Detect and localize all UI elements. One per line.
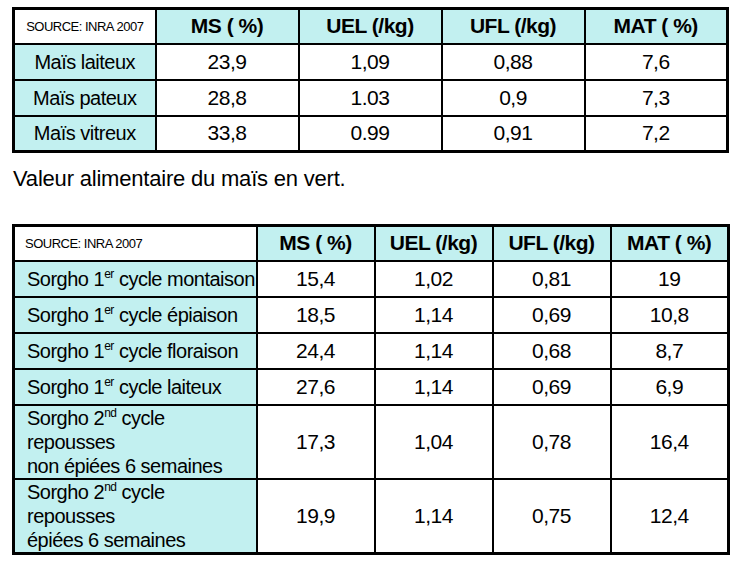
value-cell: 6,9 [611, 369, 729, 405]
value-cell: 0,69 [493, 369, 611, 405]
row-label: Sorgho 2nd cycle repoussesnon épiées 6 s… [14, 405, 257, 479]
value-cell: 17,3 [257, 405, 375, 479]
row-label-text: cycle laiteux [114, 376, 222, 398]
table-row: Sorgho 1er cycle laiteux 27,6 1,14 0,69 … [14, 369, 729, 405]
table-row: Maïs vitreux 33,8 0.99 0,91 7,2 [14, 116, 728, 152]
value-cell: 7,2 [585, 116, 728, 152]
ordinal-superscript: er [104, 375, 114, 389]
table-row: Sorgho 1er cycle épiaison 18,5 1,14 0,69… [14, 297, 729, 333]
value-cell: 19,9 [257, 479, 375, 554]
row-label-text: Sorgho 1 [27, 376, 104, 398]
value-cell: 18,5 [257, 297, 375, 333]
column-header-ms: MS ( %) [257, 226, 375, 261]
value-cell: 0,78 [493, 405, 611, 479]
sorgho-table: SOURCE: INRA 2007 MS ( %) UEL (/kg) UFL … [12, 224, 730, 555]
value-cell: 1,09 [299, 44, 442, 80]
row-label: Maïs vitreux [14, 116, 156, 152]
row-label-text: Sorgho 1 [27, 340, 104, 362]
column-header-uel: UEL (/kg) [299, 9, 442, 44]
value-cell: 0.99 [299, 116, 442, 152]
value-cell: 12,4 [611, 479, 729, 554]
ordinal-superscript: er [104, 339, 114, 353]
row-label-text: cycle floraison [114, 340, 238, 362]
row-label-text: Maïs vitreux [34, 122, 136, 144]
value-cell: 8,7 [611, 333, 729, 369]
source-cell: SOURCE: INRA 2007 [14, 226, 257, 261]
table-row: Maïs laiteux 23,9 1,09 0,88 7,6 [14, 44, 728, 80]
ordinal-superscript: nd [104, 406, 116, 420]
value-cell: 1,14 [375, 369, 493, 405]
row-label-line2: non épiées 6 semaines [27, 454, 256, 478]
value-cell: 0,88 [442, 44, 585, 80]
table-row: Maïs pateux 28,8 1.03 0,9 7,3 [14, 80, 728, 116]
column-header-ms: MS ( %) [156, 9, 299, 44]
row-label: Sorgho 1er cycle laiteux [14, 369, 257, 405]
value-cell: 1,14 [375, 297, 493, 333]
row-label: Maïs pateux [14, 80, 156, 116]
value-cell: 1.03 [299, 80, 442, 116]
row-label: Sorgho 2nd cycle repoussesépiées 6 semai… [14, 479, 257, 554]
value-cell: 0,81 [493, 261, 611, 297]
sorgho-header-row: SOURCE: INRA 2007 MS ( %) UEL (/kg) UFL … [14, 226, 729, 261]
row-label-text: Maïs laiteux [34, 51, 135, 73]
value-cell: 33,8 [156, 116, 299, 152]
table-row: Sorgho 1er cycle montaison 15,4 1,02 0,8… [14, 261, 729, 297]
mais-table: SOURCE: INRA 2007 MS ( %) UEL (/kg) UFL … [12, 7, 729, 153]
value-cell: 1,14 [375, 479, 493, 554]
table-row: Sorgho 2nd cycle repoussesnon épiées 6 s… [14, 405, 729, 479]
ordinal-superscript: nd [104, 480, 116, 494]
row-label-text: Sorgho 1 [27, 268, 104, 290]
value-cell: 0,91 [442, 116, 585, 152]
row-label-text: Sorgho 1 [27, 304, 104, 326]
row-label-line2: épiées 6 semaines [27, 528, 256, 552]
value-cell: 28,8 [156, 80, 299, 116]
column-header-ufl: UFL (/kg) [493, 226, 611, 261]
ordinal-superscript: er [104, 267, 114, 281]
value-cell: 1,14 [375, 333, 493, 369]
value-cell: 27,6 [257, 369, 375, 405]
value-cell: 23,9 [156, 44, 299, 80]
row-label-text: Maïs pateux [33, 87, 136, 109]
value-cell: 0,69 [493, 297, 611, 333]
value-cell: 24,4 [257, 333, 375, 369]
row-label: Maïs laiteux [14, 44, 156, 80]
page: SOURCE: INRA 2007 MS ( %) UEL (/kg) UFL … [0, 0, 747, 570]
column-header-mat: MAT ( %) [611, 226, 729, 261]
table-row: Sorgho 1er cycle floraison 24,4 1,14 0,6… [14, 333, 729, 369]
value-cell: 7,6 [585, 44, 728, 80]
value-cell: 16,4 [611, 405, 729, 479]
row-label-text: cycle épiaison [114, 304, 238, 326]
source-cell: SOURCE: INRA 2007 [14, 9, 156, 44]
ordinal-superscript: er [104, 303, 114, 317]
row-label-text: Sorgho 2 [27, 407, 104, 429]
value-cell: 7,3 [585, 80, 728, 116]
row-label: Sorgho 1er cycle floraison [14, 333, 257, 369]
value-cell: 0,75 [493, 479, 611, 554]
value-cell: 0,9 [442, 80, 585, 116]
column-header-ufl: UFL (/kg) [442, 9, 585, 44]
value-cell: 10,8 [611, 297, 729, 333]
value-cell: 19 [611, 261, 729, 297]
row-label-text: Sorgho 2 [27, 481, 104, 503]
column-header-mat: MAT ( %) [585, 9, 728, 44]
value-cell: 1,04 [375, 405, 493, 479]
row-label-text: cycle montaison [114, 268, 255, 290]
mais-caption: Valeur alimentaire du maïs en vert. [13, 166, 747, 192]
value-cell: 0,68 [493, 333, 611, 369]
column-header-uel: UEL (/kg) [375, 226, 493, 261]
value-cell: 15,4 [257, 261, 375, 297]
value-cell: 1,02 [375, 261, 493, 297]
row-label: Sorgho 1er cycle montaison [14, 261, 257, 297]
row-label: Sorgho 1er cycle épiaison [14, 297, 257, 333]
mais-header-row: SOURCE: INRA 2007 MS ( %) UEL (/kg) UFL … [14, 9, 728, 44]
table-row: Sorgho 2nd cycle repoussesépiées 6 semai… [14, 479, 729, 554]
